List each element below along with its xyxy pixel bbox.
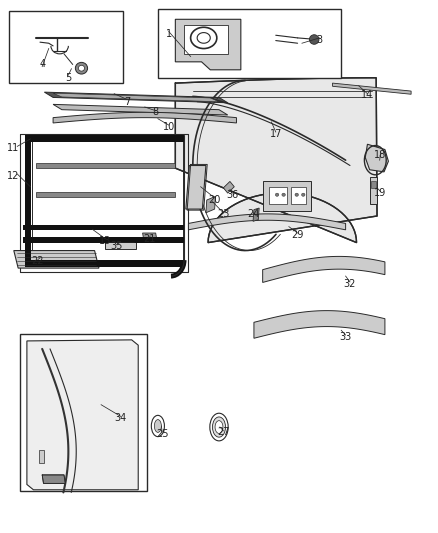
Polygon shape: [206, 196, 215, 213]
Polygon shape: [106, 237, 136, 249]
Polygon shape: [263, 181, 311, 211]
Ellipse shape: [276, 193, 279, 196]
Text: 7: 7: [124, 96, 131, 107]
Text: 36: 36: [226, 190, 238, 200]
Text: 20: 20: [208, 195, 221, 205]
Text: 33: 33: [339, 332, 352, 342]
Polygon shape: [253, 208, 259, 221]
Text: 27: 27: [217, 427, 230, 438]
Polygon shape: [332, 83, 411, 94]
Polygon shape: [27, 340, 138, 490]
Text: 1: 1: [166, 29, 172, 39]
Polygon shape: [371, 181, 376, 188]
Polygon shape: [175, 19, 241, 70]
Text: 19: 19: [374, 188, 387, 198]
Polygon shape: [263, 256, 385, 282]
Polygon shape: [223, 181, 234, 193]
Text: 18: 18: [374, 150, 387, 160]
Ellipse shape: [301, 193, 305, 196]
Text: 21: 21: [143, 234, 155, 244]
Ellipse shape: [282, 193, 286, 196]
Polygon shape: [25, 135, 31, 266]
Polygon shape: [186, 165, 206, 209]
Text: 22: 22: [32, 256, 44, 266]
Polygon shape: [25, 135, 184, 142]
Ellipse shape: [75, 62, 88, 74]
Text: 34: 34: [115, 413, 127, 423]
Ellipse shape: [154, 419, 161, 432]
Ellipse shape: [78, 65, 85, 71]
Bar: [158, 9, 341, 78]
Text: 17: 17: [269, 128, 282, 139]
Polygon shape: [53, 112, 237, 123]
Polygon shape: [35, 163, 175, 168]
Polygon shape: [39, 450, 44, 463]
Text: 23: 23: [217, 209, 230, 220]
Text: 25: 25: [156, 429, 169, 439]
Polygon shape: [184, 25, 228, 54]
Polygon shape: [53, 93, 219, 102]
Polygon shape: [22, 225, 184, 230]
Text: 35: 35: [110, 241, 123, 251]
Polygon shape: [365, 144, 389, 172]
Bar: [20, 334, 147, 491]
Polygon shape: [35, 192, 175, 197]
Ellipse shape: [295, 193, 298, 196]
Text: 3: 3: [316, 35, 322, 44]
Text: 12: 12: [7, 171, 19, 181]
Polygon shape: [14, 251, 99, 268]
Polygon shape: [22, 237, 184, 243]
Polygon shape: [254, 311, 385, 338]
Polygon shape: [44, 92, 228, 103]
Polygon shape: [175, 78, 377, 243]
Polygon shape: [269, 187, 287, 204]
Text: 29: 29: [291, 230, 304, 240]
Text: 10: 10: [162, 122, 175, 132]
Ellipse shape: [309, 35, 319, 44]
Text: 8: 8: [152, 107, 159, 117]
Ellipse shape: [151, 415, 164, 437]
Polygon shape: [42, 475, 65, 483]
Polygon shape: [370, 177, 377, 204]
Text: 5: 5: [65, 73, 71, 83]
Text: 4: 4: [39, 60, 45, 69]
Polygon shape: [188, 214, 346, 230]
Polygon shape: [53, 104, 228, 115]
Bar: [10, 11, 123, 83]
Polygon shape: [291, 187, 306, 204]
Text: 11: 11: [7, 143, 19, 154]
Polygon shape: [143, 233, 157, 241]
Text: 13: 13: [99, 236, 112, 246]
Ellipse shape: [215, 421, 223, 433]
Ellipse shape: [210, 413, 228, 441]
Text: 14: 14: [361, 90, 374, 100]
Ellipse shape: [212, 417, 226, 437]
Text: 24: 24: [248, 209, 260, 220]
Text: 32: 32: [344, 279, 356, 288]
Polygon shape: [25, 260, 184, 266]
